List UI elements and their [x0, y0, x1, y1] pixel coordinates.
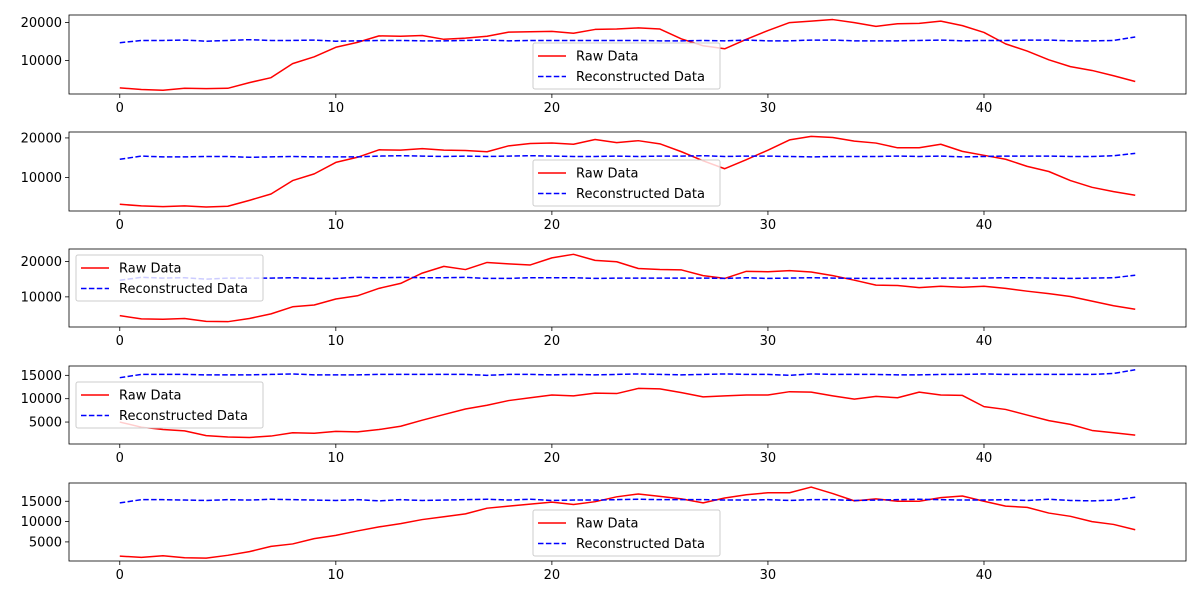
axes-frame [68, 482, 1187, 562]
legend-label: Reconstructed Data [576, 537, 705, 552]
x-tick-label: 30 [760, 101, 777, 116]
y-tick-label: 5000 [29, 416, 62, 431]
x-tick-label: 10 [328, 568, 345, 583]
y-tick-label: 10000 [21, 54, 62, 69]
x-tick-label: 0 [116, 568, 124, 583]
subplot-4: 0 10 20 30 40 5000 10000 15000 Raw Data Reconstru… [21, 365, 1187, 466]
reconstructed-data-line [119, 369, 1136, 379]
y-tick-label: 20000 [21, 131, 62, 146]
x-tick-label: 40 [976, 568, 993, 583]
x-tick-label: 10 [328, 218, 345, 233]
x-tick-label: 20 [544, 218, 561, 233]
legend-label: Raw Data [576, 517, 639, 532]
y-tick-label: 10000 [21, 290, 62, 305]
y-tick-label: 10000 [21, 392, 62, 407]
x-tick-label: 40 [976, 101, 993, 116]
legend-box [532, 42, 721, 90]
legend-label: Raw Data [119, 389, 182, 404]
subplot-3: 0 10 20 30 40 10000 20000 Raw Data Reconstructed… [21, 248, 1187, 349]
axes-frame [68, 131, 1187, 212]
legend-box [75, 254, 264, 302]
legend-label: Reconstructed Data [119, 282, 248, 297]
legend-label: Raw Data [576, 50, 639, 65]
legend-box [532, 509, 721, 557]
raw-data-line [119, 253, 1136, 323]
y-tick-label: 15000 [21, 495, 62, 510]
x-tick-label: 20 [544, 334, 561, 349]
x-tick-label: 20 [544, 568, 561, 583]
x-tick-label: 0 [116, 101, 124, 116]
x-tick-label: 40 [976, 334, 993, 349]
x-tick-label: 30 [760, 568, 777, 583]
x-tick-label: 0 [116, 218, 124, 233]
x-tick-label: 30 [760, 334, 777, 349]
y-tick-label: 10000 [21, 171, 62, 186]
x-tick-label: 10 [328, 334, 345, 349]
legend: Raw Data Reconstructed Data [75, 254, 264, 302]
legend: Raw Data Reconstructed Data [532, 509, 721, 557]
axes-frame [68, 248, 1187, 328]
legend-box [75, 381, 264, 429]
y-tick-label: 20000 [21, 16, 62, 31]
reconstructed-data-line [119, 274, 1136, 281]
raw-data-line [119, 135, 1136, 208]
legend-box [532, 159, 721, 207]
raw-data-line [119, 387, 1136, 439]
x-tick-label: 10 [328, 101, 345, 116]
subplot-1: 0 10 20 30 40 10000 20000 Raw Data Reconstructed… [21, 14, 1187, 116]
legend-label: Reconstructed Data [119, 409, 248, 424]
reconstructed-data-line [119, 36, 1136, 44]
reconstructed-data-line [119, 152, 1136, 160]
axes-frame [68, 14, 1187, 95]
x-tick-label: 40 [976, 451, 993, 466]
raw-data-line [119, 18, 1136, 91]
legend-label: Raw Data [119, 262, 182, 277]
legend: Raw Data Reconstructed Data [532, 42, 721, 90]
x-tick-label: 20 [544, 451, 561, 466]
x-tick-label: 30 [760, 451, 777, 466]
y-tick-label: 5000 [29, 535, 62, 550]
legend: Raw Data Reconstructed Data [75, 381, 264, 429]
subplot-5: 0 10 20 30 40 5000 10000 15000 Raw Data Reconstru… [21, 482, 1187, 583]
y-tick-label: 15000 [21, 369, 62, 384]
x-tick-label: 20 [544, 101, 561, 116]
legend-label: Raw Data [576, 167, 639, 182]
axes-frame [68, 365, 1187, 445]
legend-label: Reconstructed Data [576, 187, 705, 202]
subplot-2: 0 10 20 30 40 10000 20000 Raw Data Reconstructed… [21, 131, 1187, 233]
x-tick-label: 10 [328, 451, 345, 466]
y-tick-label: 10000 [21, 515, 62, 530]
x-tick-label: 0 [116, 451, 124, 466]
x-tick-label: 30 [760, 218, 777, 233]
legend: Raw Data Reconstructed Data [532, 159, 721, 207]
x-tick-label: 0 [116, 334, 124, 349]
reconstructed-data-line [119, 496, 1136, 504]
legend-label: Reconstructed Data [576, 70, 705, 85]
x-tick-label: 40 [976, 218, 993, 233]
y-tick-label: 20000 [21, 255, 62, 270]
raw-data-line [119, 486, 1136, 559]
